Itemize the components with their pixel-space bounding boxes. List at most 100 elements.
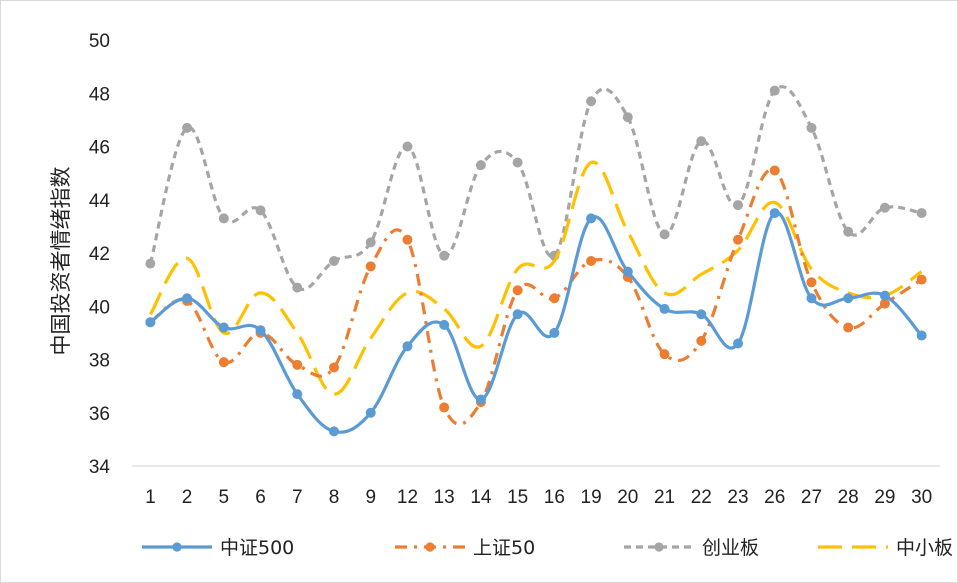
x-tick-label: 27 [801, 487, 822, 508]
x-tick-label: 30 [911, 487, 932, 508]
x-tick-label: 13 [434, 487, 455, 508]
y-tick-label: 34 [89, 457, 111, 478]
data-point [696, 309, 707, 320]
data-point [402, 141, 413, 152]
y-tick-label: 40 [89, 297, 110, 318]
y-tick-label: 38 [89, 351, 110, 372]
x-tick-label: 2 [182, 487, 193, 508]
data-point [659, 303, 670, 314]
data-point [365, 261, 376, 272]
legend-label: 创业板 [702, 537, 759, 559]
data-point [218, 357, 229, 368]
data-point [806, 293, 817, 304]
data-point [292, 389, 303, 400]
x-tick-label: 16 [544, 487, 565, 508]
data-point [696, 136, 707, 147]
data-point [328, 426, 339, 437]
data-point [512, 157, 523, 168]
data-point [586, 255, 597, 266]
data-point [806, 122, 817, 133]
data-point [402, 341, 413, 352]
data-point [659, 349, 670, 360]
data-point [365, 407, 376, 418]
y-tick-label: 46 [89, 138, 110, 159]
data-point [218, 213, 229, 224]
x-tick-label: 6 [255, 487, 266, 508]
data-point [769, 208, 780, 219]
data-point [512, 309, 523, 320]
legend-item-e5889be4b89ae69dbf: 创业板 [624, 537, 759, 559]
series-e5889be4b89ae69dbf [145, 85, 927, 293]
data-point [439, 319, 450, 330]
data-point [622, 266, 633, 277]
data-point [733, 234, 744, 245]
x-tick-label: 29 [874, 487, 895, 508]
x-tick-label: 23 [727, 487, 748, 508]
data-point [879, 290, 890, 301]
data-point [843, 293, 854, 304]
data-point [255, 325, 266, 336]
x-tick-label: 8 [329, 487, 340, 508]
x-tick-label: 12 [397, 487, 418, 508]
data-point [182, 293, 193, 304]
legend-label: 上证50 [473, 537, 535, 559]
y-tick-label: 48 [89, 84, 110, 105]
legend-item-e4b8ade8af81500: 中证500 [142, 537, 294, 559]
legend-marker [425, 542, 435, 552]
x-tick-label: 20 [617, 487, 638, 508]
legend: 中证500 上证50 创业板 中小板 [142, 537, 953, 559]
data-point [622, 112, 633, 123]
data-point [549, 293, 560, 304]
data-point [218, 322, 229, 333]
y-axis: 34 36 38 40 42 44 46 48 50 [89, 31, 111, 478]
data-point [586, 96, 597, 107]
y-tick-label: 36 [89, 404, 110, 425]
data-point [916, 274, 927, 285]
series-line [148, 85, 922, 291]
legend-item-e4b88ae8af8150: 上证50 [395, 537, 535, 559]
y-axis-title: 中国投资者情绪指数 [49, 167, 73, 356]
data-point [916, 330, 927, 341]
y-tick-label: 42 [89, 244, 110, 265]
data-point [586, 213, 597, 224]
series-layer [145, 85, 927, 437]
data-point [769, 165, 780, 176]
data-point [328, 255, 339, 266]
data-point [402, 234, 413, 245]
x-tick-label: 28 [838, 487, 859, 508]
data-point [806, 277, 817, 288]
series-line [149, 168, 923, 426]
x-tick-label: 15 [507, 487, 528, 508]
legend-marker [172, 542, 182, 552]
x-tick-label: 14 [470, 487, 492, 508]
data-point [733, 338, 744, 349]
x-tick-label: 21 [654, 487, 675, 508]
data-point [182, 122, 193, 133]
data-point [475, 394, 486, 405]
legend-marker [654, 542, 664, 552]
data-point [512, 285, 523, 296]
data-point [916, 208, 927, 219]
data-point [696, 335, 707, 346]
data-point [733, 200, 744, 211]
data-point [843, 322, 854, 333]
x-tick-label: 26 [764, 487, 785, 508]
data-point [145, 317, 156, 328]
data-point [292, 282, 303, 293]
x-tick-label: 1 [145, 487, 156, 508]
data-point [439, 402, 450, 413]
x-tick-label: 5 [219, 487, 230, 508]
x-tick-label: 19 [581, 487, 602, 508]
data-point [549, 327, 560, 338]
y-tick-label: 44 [89, 191, 111, 212]
data-point [439, 250, 450, 261]
series-line [149, 211, 923, 434]
x-axis: 1 2 5 6 7 8 9 12 13 14 15 16 19 20 21 22 23 26 27 28 29 30 [145, 487, 932, 508]
data-point [659, 229, 670, 240]
x-tick-label: 7 [292, 487, 303, 508]
series-e4b8ade8af81500 [145, 208, 927, 437]
legend-label: 中小板 [896, 537, 953, 559]
